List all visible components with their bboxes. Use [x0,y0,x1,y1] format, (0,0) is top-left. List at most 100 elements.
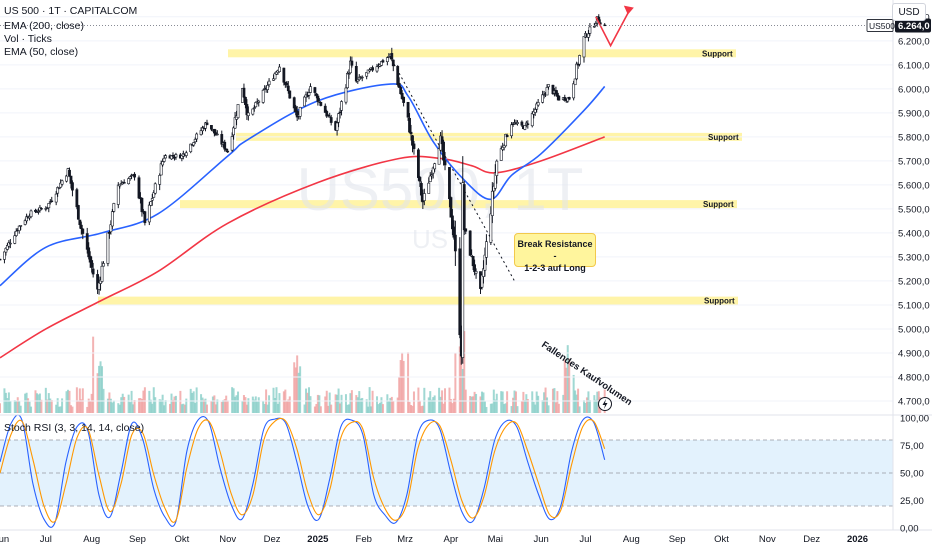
time-tick-label: Aug [83,534,100,545]
volume-bar [237,391,240,413]
volume-bar [71,406,74,413]
candle-body [573,78,577,86]
candle-body [230,136,234,151]
volume-bar [0,403,1,413]
volume-bar [368,387,371,413]
volume-bar [324,396,327,413]
price-tick-label: 5.000,0 [898,324,930,335]
candle-body [470,254,474,257]
volume-bar [90,393,93,413]
candle-body [266,85,270,90]
time-tick-label: 2026 [847,534,868,545]
volume-bar [257,397,260,413]
candle-body [417,149,420,178]
candle-body [205,122,209,126]
volume-bar [427,397,430,413]
indicator-ema50[interactable]: EMA (50, close) [4,46,79,58]
candle-body [495,160,499,176]
volume-bar [483,401,486,413]
volume-bar [423,387,426,413]
volume-bar [30,406,33,413]
volume-bar [458,346,461,413]
candle-body [430,174,434,177]
volume-bar [417,387,420,413]
candle-body [468,230,472,256]
volume-bar [273,398,276,413]
volume-bar [541,400,544,413]
volume-bar [349,393,352,413]
volume-bar [460,329,463,413]
volume-bar [13,400,16,413]
candle-body [325,111,329,117]
volume-bar [173,396,176,413]
volume-bar [109,398,112,413]
price-tick-label: 5.200,0 [898,276,930,287]
volume-bar [556,391,559,413]
candle-body [87,247,91,258]
candle-body [582,36,586,58]
candle-body [520,121,524,126]
candle-body [47,203,51,209]
volume-bar [500,391,503,413]
volume-bar [442,403,445,413]
candle-body [547,84,550,88]
candle-body [516,122,519,124]
candle-body [443,160,447,166]
candle-body [461,182,465,358]
volume-bar [562,394,565,413]
volume-bar [495,393,498,413]
candle-body [267,80,271,85]
volume-bar [241,400,244,413]
volume-bar [49,398,52,413]
indicator-stoch-rsi[interactable]: Stoch RSI (3, 3, 14, 14, close) [4,422,145,434]
candle-body [381,60,385,63]
support-label: Support [702,49,733,58]
candle-body [360,76,364,79]
volume-bar [522,391,525,413]
indicator-volume[interactable]: Vol · Ticks [4,33,52,45]
volume-bar [262,401,265,413]
callout-line-2: 1-2-3 auf Long [524,263,586,273]
volume-bar [108,392,111,413]
volume-bar [526,399,529,413]
volume-bar [303,404,306,413]
volume-bar [401,352,404,413]
volume-bar [306,392,309,413]
candle-body [242,87,246,98]
volume-bar [514,391,517,413]
volume-bar [222,400,225,413]
volume-bar [55,404,58,413]
candle-body [587,33,590,38]
candle-body [337,113,340,123]
volume-bar [563,359,566,413]
volume-bar [201,397,204,413]
volume-bar [214,404,217,413]
indicator-ema200[interactable]: EMA (200, close) [4,20,84,32]
currency-button[interactable]: USD [892,3,926,21]
candle-body [557,95,561,101]
volume-bar [313,406,316,413]
volume-bar [89,400,92,413]
volume-bar [350,390,353,413]
candle-body [575,63,579,80]
volume-bar [330,404,333,413]
volume-bar [452,398,455,413]
volume-bar [149,399,152,413]
candle-body [137,177,141,199]
volume-bar [112,400,115,413]
price-tick-label: 6.200,0 [898,36,930,47]
volume-bar [386,394,389,413]
support-zone [98,296,738,305]
price-tick-label: 5.700,0 [898,156,930,167]
candle-body [286,85,290,92]
volume-bar [438,387,441,413]
volume-bar [256,401,259,413]
volume-bar [588,400,591,413]
candle-body [533,109,537,113]
candle-body [505,134,509,138]
volume-bar [355,395,358,413]
candle-body [504,134,508,147]
candle-body [406,101,410,118]
volume-bar [25,392,28,413]
volume-bar [225,395,228,413]
